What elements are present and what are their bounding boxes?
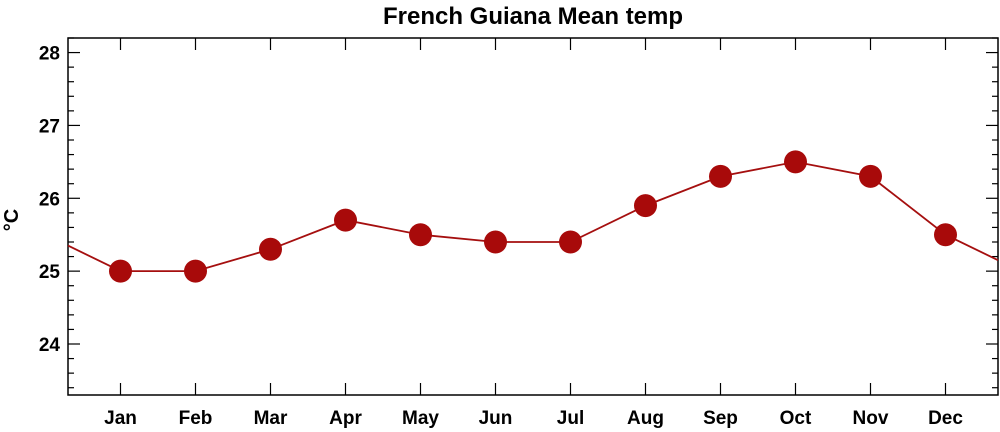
x-tick-label: Oct <box>780 408 812 429</box>
y-tick-label: 28 <box>39 44 60 65</box>
data-point <box>634 194 657 218</box>
y-tick-labels: 24 25 26 27 28 <box>39 44 61 356</box>
data-point <box>184 259 207 283</box>
axis-ticks <box>68 37 998 395</box>
chart-title: French Guiana Mean temp <box>383 3 683 30</box>
x-tick-label: Sep <box>703 408 738 429</box>
data-point <box>784 150 807 174</box>
y-tick-label: 26 <box>39 189 60 210</box>
series-temperature <box>67 150 999 283</box>
x-tick-label: Aug <box>627 408 664 429</box>
data-point <box>484 230 507 254</box>
y-axis-label: °C <box>1 209 23 231</box>
x-tick-label: Jan <box>104 408 137 429</box>
series-line <box>67 160 999 273</box>
plot-frame <box>67 37 999 396</box>
y-tick-label: 24 <box>39 335 61 356</box>
data-point <box>934 223 957 247</box>
x-tick-label: Dec <box>928 408 963 429</box>
x-tick-label: Jun <box>479 408 513 429</box>
data-point <box>409 223 432 247</box>
data-point <box>559 230 582 254</box>
data-point <box>859 164 882 188</box>
x-tick-label: Feb <box>179 408 213 429</box>
x-tick-label: Jul <box>557 408 584 429</box>
data-point <box>334 208 357 232</box>
x-tick-label: Apr <box>329 408 362 429</box>
x-tick-labels: Jan Feb Mar Apr May Jun Jul Aug Sep Oct Nov Dec <box>104 408 963 429</box>
y-tick-label: 27 <box>39 116 60 137</box>
y-tick-label: 25 <box>39 262 61 283</box>
x-tick-label: Mar <box>254 408 288 429</box>
x-tick-label: May <box>402 408 439 429</box>
data-point <box>709 164 732 188</box>
data-point <box>259 237 282 261</box>
data-point <box>109 259 132 283</box>
x-tick-label: Nov <box>853 408 889 429</box>
